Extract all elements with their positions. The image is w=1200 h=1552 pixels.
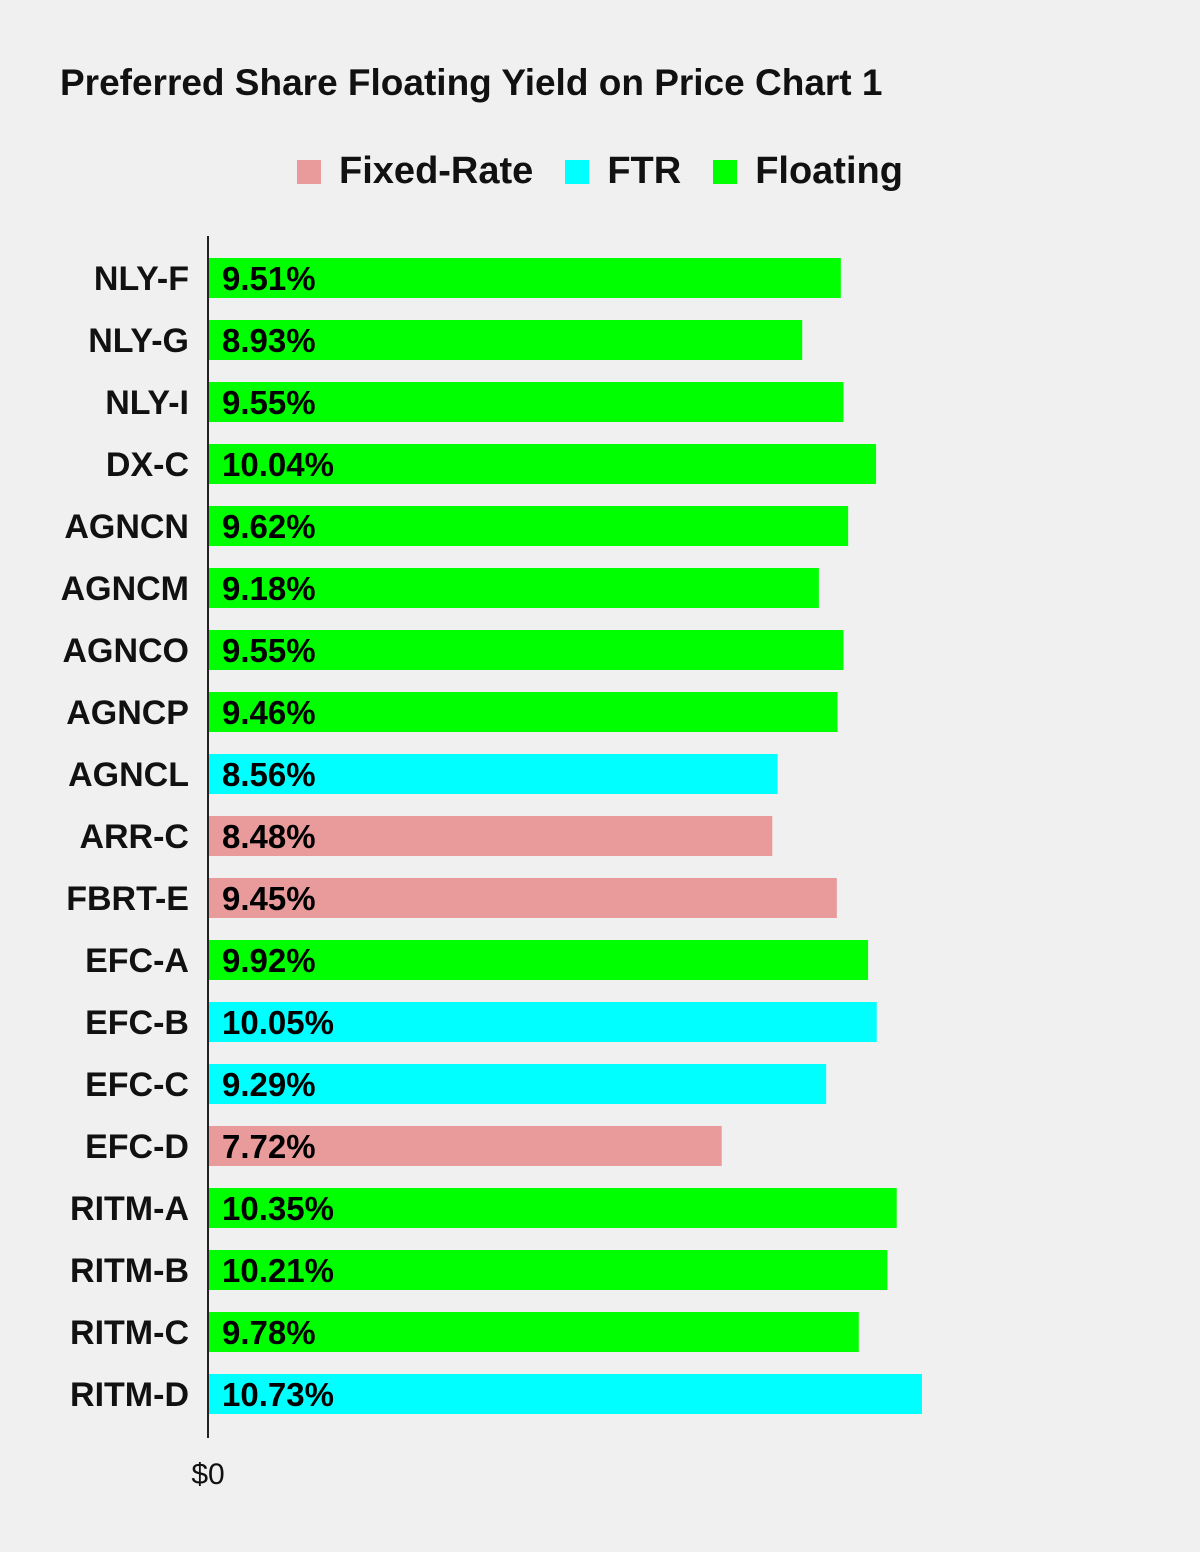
- bar-nly-f[interactable]: [208, 258, 841, 298]
- legend-swatch-fixed-rate: [297, 159, 322, 184]
- category-label-efc-b: EFC-B: [85, 1004, 189, 1042]
- category-label-efc-a: EFC-A: [85, 942, 189, 980]
- bar-ritm-b[interactable]: [208, 1250, 888, 1290]
- bar-agncp[interactable]: [208, 692, 838, 732]
- bar-dx-c[interactable]: [208, 444, 877, 484]
- value-label-nly-f: 9.51%: [222, 260, 316, 297]
- category-label-nly-f: NLY-F: [94, 260, 189, 298]
- category-label-arr-c: ARR-C: [79, 818, 189, 856]
- bar-efc-b[interactable]: [208, 1002, 877, 1042]
- category-label-nly-g: NLY-G: [88, 322, 189, 360]
- category-label-agnco: AGNCO: [62, 632, 189, 670]
- category-label-fbrt-e: FBRT-E: [66, 880, 189, 918]
- value-label-agnco: 9.55%: [222, 632, 316, 669]
- value-label-agncm: 9.18%: [222, 570, 316, 607]
- bar-ritm-a[interactable]: [208, 1188, 897, 1228]
- value-label-ritm-b: 10.21%: [222, 1252, 334, 1289]
- value-label-fbrt-e: 9.45%: [222, 880, 316, 917]
- value-label-agncp: 9.46%: [222, 694, 316, 731]
- chart-legend: Fixed-Rate FTR Floating: [0, 150, 1200, 193]
- value-label-efc-c: 9.29%: [222, 1066, 316, 1103]
- category-label-agncn: AGNCN: [64, 508, 189, 546]
- chart-title: Preferred Share Floating Yield on Price …: [60, 62, 883, 103]
- value-label-agncn: 9.62%: [222, 508, 316, 545]
- category-label-agncl: AGNCL: [68, 756, 189, 794]
- legend-label-fixed-rate: Fixed-Rate: [339, 150, 534, 192]
- value-label-arr-c: 8.48%: [222, 818, 316, 855]
- value-label-ritm-c: 9.78%: [222, 1314, 316, 1351]
- value-label-ritm-a: 10.35%: [222, 1190, 334, 1227]
- bar-efc-c[interactable]: [208, 1064, 827, 1104]
- value-label-nly-g: 8.93%: [222, 322, 316, 359]
- legend-swatch-ftr: [565, 159, 590, 184]
- category-label-efc-c: EFC-C: [85, 1066, 189, 1104]
- value-label-efc-a: 9.92%: [222, 942, 316, 979]
- bar-ritm-c[interactable]: [208, 1312, 859, 1352]
- category-label-agncp: AGNCP: [66, 694, 189, 732]
- bar-agncl[interactable]: [208, 754, 778, 794]
- category-label-efc-d: EFC-D: [85, 1128, 189, 1166]
- value-label-ritm-d: 10.73%: [222, 1376, 334, 1413]
- value-label-agncl: 8.56%: [222, 756, 316, 793]
- bar-ritm-d[interactable]: [208, 1374, 922, 1414]
- bar-arr-c[interactable]: [208, 816, 773, 856]
- category-label-dx-c: DX-C: [106, 446, 189, 484]
- x-tick-label: $0: [191, 1458, 224, 1491]
- value-label-efc-d: 7.72%: [222, 1128, 316, 1165]
- legend-item-floating[interactable]: Floating: [713, 150, 903, 193]
- category-label-agncm: AGNCM: [61, 570, 189, 608]
- bar-efc-a[interactable]: [208, 940, 869, 980]
- value-label-nly-i: 9.55%: [222, 384, 316, 421]
- bar-nly-i[interactable]: [208, 382, 844, 422]
- category-label-nly-i: NLY-I: [105, 384, 189, 422]
- legend-item-ftr[interactable]: FTR: [565, 150, 681, 193]
- legend-label-ftr: FTR: [607, 150, 682, 192]
- legend-item-fixed-rate[interactable]: Fixed-Rate: [297, 150, 533, 193]
- category-label-ritm-c: RITM-C: [70, 1314, 189, 1352]
- category-label-ritm-b: RITM-B: [70, 1252, 189, 1290]
- bar-nly-g[interactable]: [208, 320, 803, 360]
- bar-agncn[interactable]: [208, 506, 849, 546]
- category-label-ritm-a: RITM-A: [70, 1190, 189, 1228]
- legend-swatch-floating: [713, 159, 738, 184]
- bar-fbrt-e[interactable]: [208, 878, 837, 918]
- value-label-efc-b: 10.05%: [222, 1004, 334, 1041]
- bar-efc-d[interactable]: [208, 1126, 722, 1166]
- value-label-dx-c: 10.04%: [222, 446, 334, 483]
- bar-agnco[interactable]: [208, 630, 844, 670]
- category-label-ritm-d: RITM-D: [70, 1376, 189, 1414]
- legend-label-floating: Floating: [755, 150, 903, 192]
- bar-agncm[interactable]: [208, 568, 819, 608]
